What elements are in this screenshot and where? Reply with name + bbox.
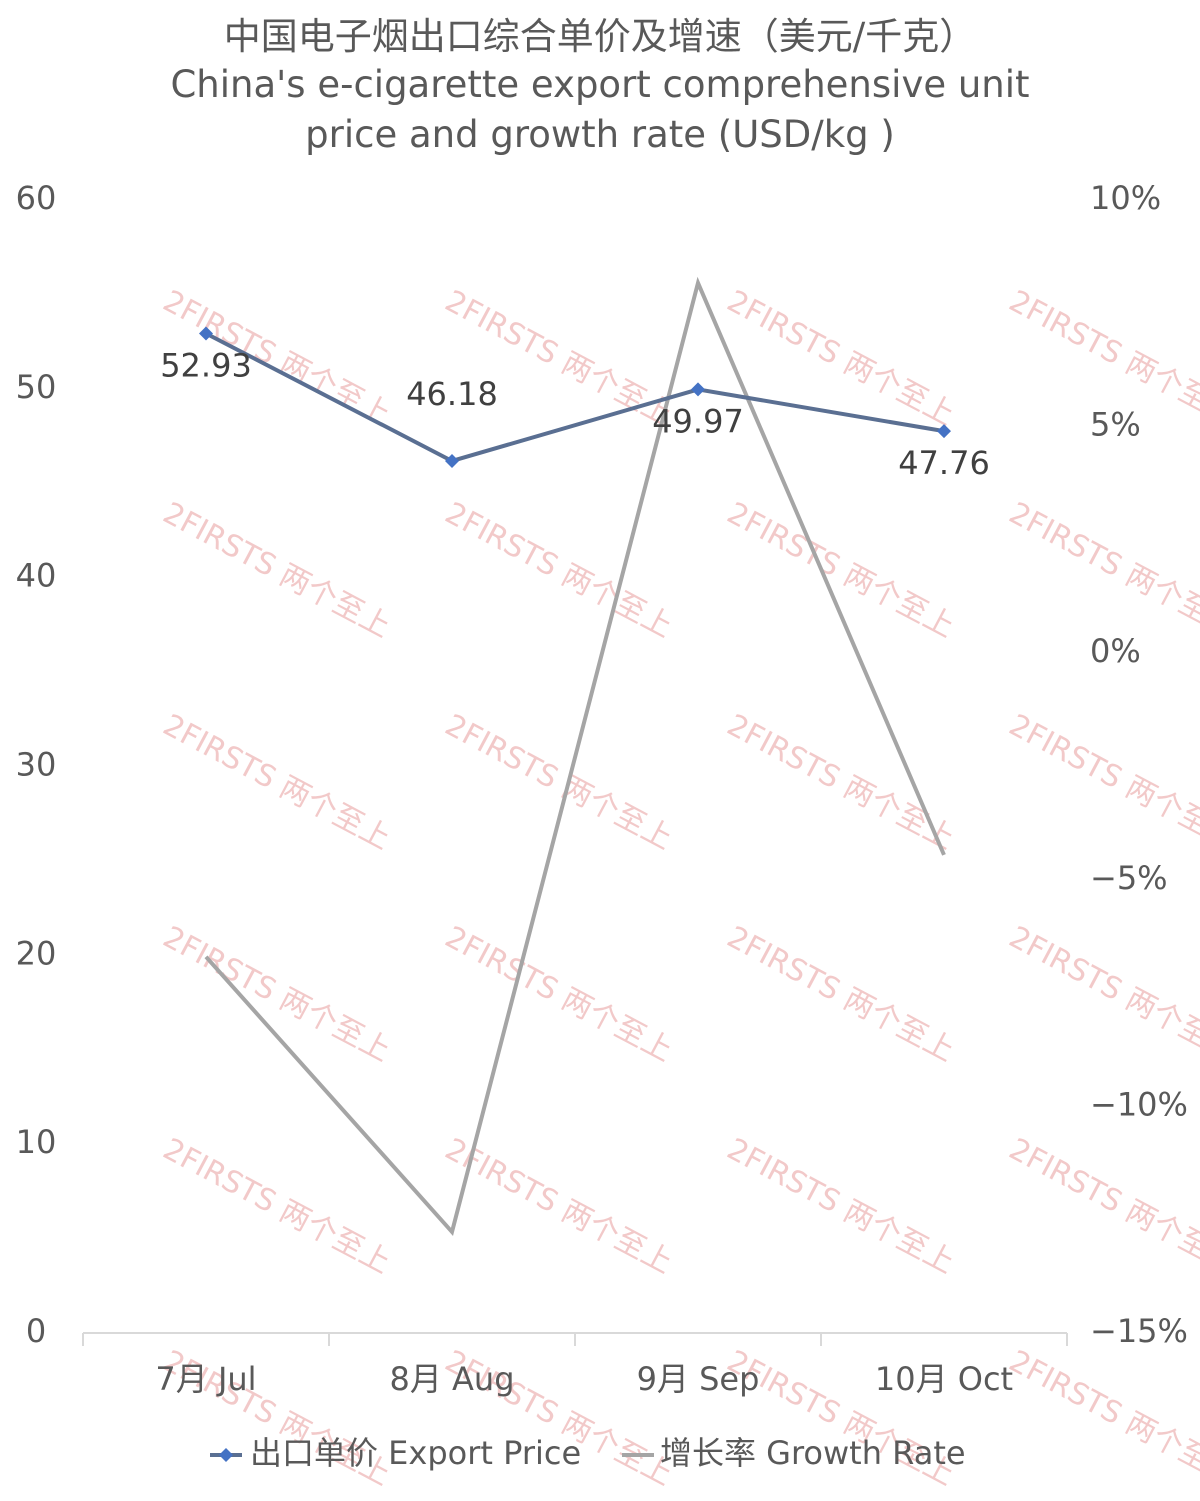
watermark: 2FIRSTS 两个至上 [721,496,960,645]
y2-tick-label: 0% [1090,632,1141,670]
watermark: 2FIRSTS 两个至上 [157,920,396,1069]
watermark: 2FIRSTS 两个至上 [157,708,396,857]
series-line [205,331,945,464]
y2-tick-label: 5% [1090,406,1141,444]
y2-tick-label: −15% [1090,1312,1188,1350]
legend-label: 出口单价 Export Price [250,1434,581,1472]
watermark: 2FIRSTS 两个至上 [1003,496,1200,645]
watermark: 2FIRSTS 两个至上 [439,920,678,1069]
x-tick-label: 8月 Aug [389,1360,514,1398]
data-label: 52.93 [160,347,252,385]
data-label: 49.97 [652,402,744,440]
watermark: 2FIRSTS 两个至上 [1003,1344,1200,1493]
watermark: 2FIRSTS 两个至上 [721,708,960,857]
y2-tick-label: 10% [1090,179,1161,217]
y-tick-label: 0 [26,1312,46,1350]
legend-marker [219,1448,233,1462]
watermark: 2FIRSTS 两个至上 [439,496,678,645]
y-tick-label: 20 [16,934,57,972]
y2-tick-label: −5% [1090,859,1168,897]
y-tick-label: 30 [16,746,57,784]
point-marker [691,382,705,397]
watermark: 2FIRSTS 两个至上 [721,920,960,1069]
watermark: 2FIRSTS 两个至上 [439,1132,678,1281]
watermark: 2FIRSTS 两个至上 [157,1132,396,1281]
chart-subtitle: China's e-cigarette export comprehensive… [170,63,1030,156]
point-marker [937,424,951,439]
watermark: 2FIRSTS 两个至上 [1003,708,1200,857]
y-tick-label: 60 [16,179,57,217]
x-tick-label: 10月 Oct [875,1360,1013,1398]
watermark: 2FIRSTS 两个至上 [1003,1132,1200,1281]
x-tick-label: 9月 Sep [637,1360,760,1398]
watermark: 2FIRSTS 两个至上 [439,708,678,857]
y-tick-label: 50 [16,368,57,406]
y-tick-label: 40 [16,557,57,595]
watermark: 2FIRSTS 两个至上 [1003,920,1200,1069]
series-line [204,276,946,1237]
point-marker [445,453,459,468]
data-label: 47.76 [898,444,990,482]
legend-label: 增长率 Growth Rate [660,1434,966,1472]
watermark: 2FIRSTS 两个至上 [721,284,960,433]
watermark: 2FIRSTS 两个至上 [721,1132,960,1281]
watermarks: 2FIRSTS 两个至上 2FIRSTS 两个至上 2FIRSTS 两个至上 2FIR… [157,284,1200,1493]
y-tick-label: 10 [16,1123,57,1161]
watermark: 2FIRSTS 两个至上 [157,496,396,645]
chart-title: 中国电子烟出口综合单价及增速（美元/千克） [223,15,977,58]
point-marker [199,326,213,341]
data-label: 46.18 [406,375,498,413]
x-tick-label: 7月 Jul [155,1360,256,1398]
y2-tick-label: −10% [1090,1085,1188,1123]
